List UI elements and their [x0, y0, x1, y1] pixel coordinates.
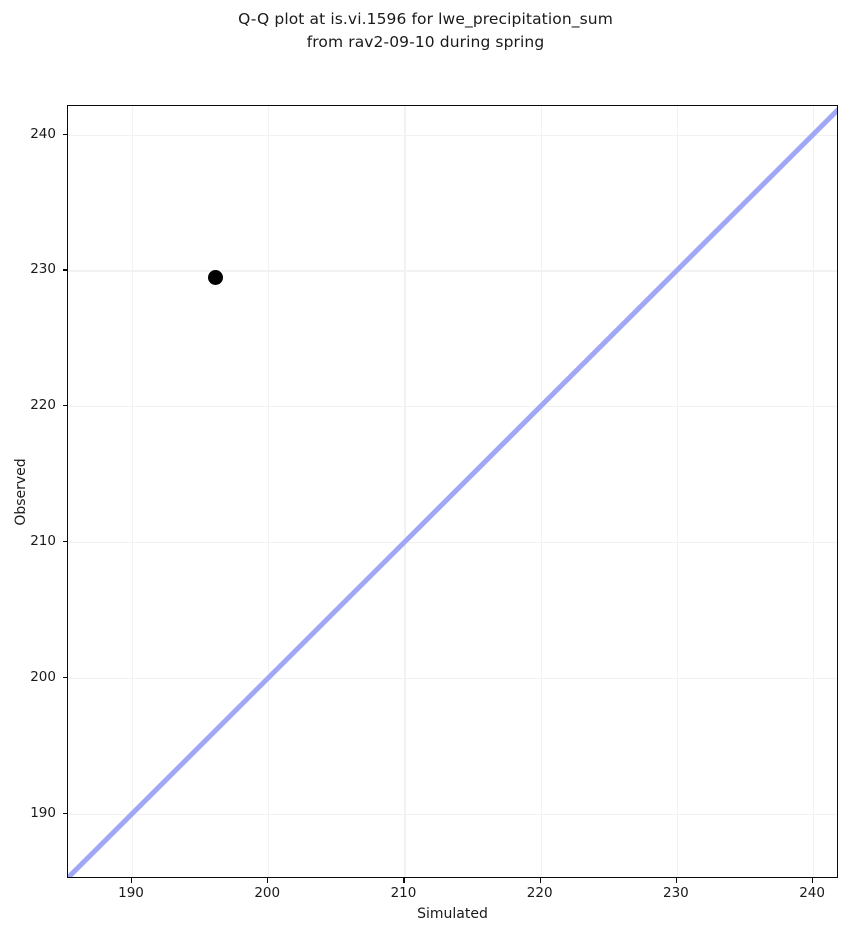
plot-area: [67, 105, 838, 878]
gridline-horizontal: [68, 270, 837, 272]
y-tick-mark: [62, 269, 67, 271]
y-tick-label: 240: [30, 125, 56, 142]
gridline-vertical: [676, 106, 679, 877]
x-tick-mark: [812, 878, 814, 883]
gridline-horizontal: [68, 677, 837, 680]
x-tick-mark: [267, 878, 269, 883]
x-tick-mark: [131, 878, 133, 883]
data-points-layer: [68, 106, 837, 877]
x-tick-label: 190: [118, 885, 144, 901]
y-tick-mark: [62, 405, 67, 407]
gridline-vertical: [268, 106, 270, 877]
x-tick-label: 200: [254, 885, 281, 901]
x-tick-mark: [675, 878, 678, 883]
x-tick-label: 210: [390, 885, 417, 901]
x-tick-mark: [539, 878, 541, 883]
y-tick-label: 220: [30, 397, 56, 414]
data-point: [207, 269, 223, 285]
gridline-vertical: [540, 106, 542, 877]
gridline-vertical: [404, 106, 406, 877]
y-axis-label-wrapper: Observed: [8, 105, 34, 878]
identity-line: [68, 107, 837, 877]
gridline-horizontal: [68, 134, 837, 136]
x-tick-mark: [403, 878, 405, 883]
x-tick-label: 240: [799, 885, 825, 901]
y-axis-label: Observed: [13, 457, 29, 526]
y-tick-label: 210: [30, 533, 56, 550]
chart-title: Q-Q plot at is.vi.1596 for lwe_precipita…: [238, 10, 613, 51]
gridline-vertical: [813, 106, 815, 877]
y-tick-label: 230: [30, 261, 56, 278]
y-tick-mark: [62, 676, 67, 679]
gridline-vertical: [132, 106, 134, 877]
x-tick-label: 220: [526, 885, 553, 901]
y-tick-mark: [62, 541, 67, 543]
x-tick-label: 230: [663, 885, 689, 901]
y-tick-mark: [62, 812, 67, 814]
y-tick-label: 200: [30, 668, 56, 685]
y-tick-label: 190: [30, 804, 56, 821]
gridline-horizontal: [68, 813, 837, 815]
y-tick-mark: [62, 133, 67, 135]
gridline-horizontal: [68, 406, 837, 408]
gridline-horizontal: [68, 542, 837, 544]
identity-line-layer: [68, 107, 837, 877]
x-axis-label: Simulated: [417, 906, 488, 922]
